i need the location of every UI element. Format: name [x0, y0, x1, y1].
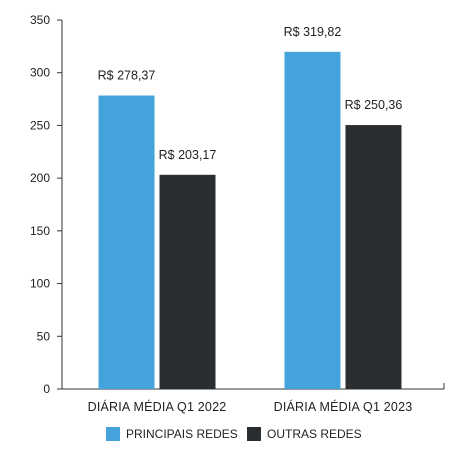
y-tick-label: 150	[30, 224, 50, 238]
axes: 0 50 100 150 200 250 300 350 DIÁRIA MÉDIA Q1 202…	[30, 13, 445, 414]
legend-label: OUTRAS REDES	[267, 427, 362, 441]
data-label: R$ 203,17	[159, 148, 217, 162]
y-tick-label: 200	[30, 171, 50, 185]
legend-label: PRINCIPAIS REDES	[126, 427, 238, 441]
bar-outras-redes-0	[159, 174, 216, 389]
y-tick-label: 300	[30, 66, 50, 80]
legend-swatch	[106, 427, 120, 441]
data-label: R$ 278,37	[98, 69, 156, 83]
y-tick-label: 100	[30, 277, 50, 291]
y-tick-label: 250	[30, 118, 50, 132]
bar-principais-redes-0	[98, 95, 155, 389]
bar-principais-redes-1	[284, 51, 341, 389]
bar-outras-redes-1	[345, 125, 402, 390]
data-label: R$ 319,82	[284, 25, 342, 39]
y-tick-label: 50	[37, 329, 51, 343]
y-tick-label: 0	[43, 382, 50, 396]
y-tick-label: 350	[30, 13, 50, 27]
x-category-label: DIÁRIA MÉDIA Q1 2022	[88, 399, 227, 414]
data-label: R$ 250,36	[345, 98, 403, 112]
x-category-label: DIÁRIA MÉDIA Q1 2023	[274, 399, 413, 414]
bars: R$ 278,37 R$ 203,17 R$ 319,82 R$ 250,36	[98, 25, 403, 390]
legend-swatch	[247, 427, 261, 441]
legend: PRINCIPAIS REDES OUTRAS REDES	[106, 427, 362, 441]
